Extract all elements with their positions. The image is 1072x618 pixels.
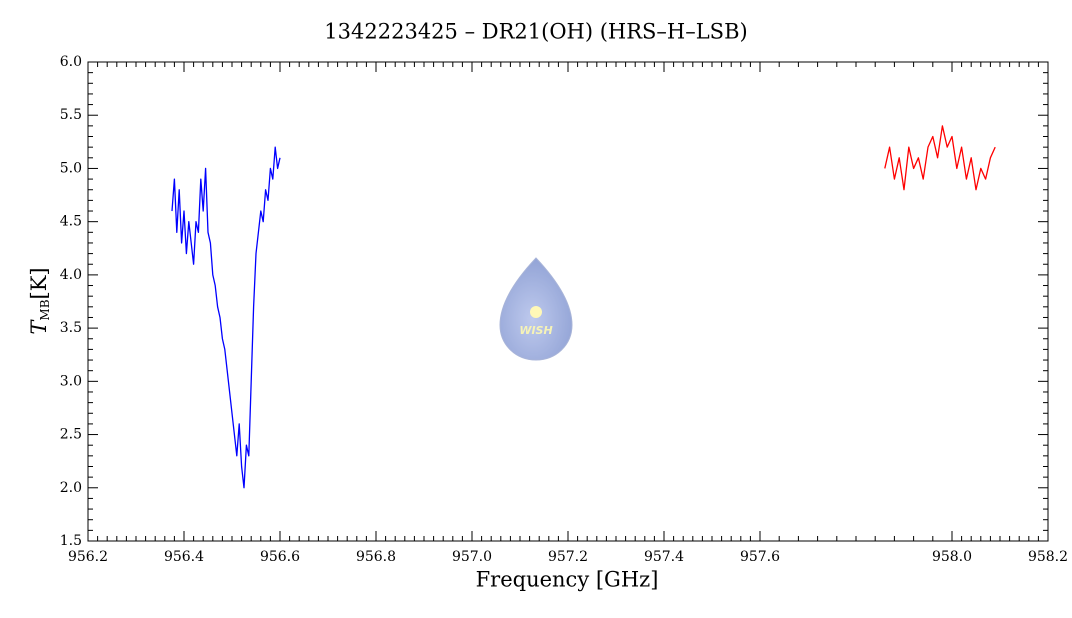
- x-tick-label: 956.2: [68, 549, 108, 565]
- x-tick-label: 958.0: [932, 549, 972, 565]
- y-label-unit: [K]: [27, 267, 51, 299]
- x-tick-label: 956.4: [164, 549, 204, 565]
- y-tick-label: 1.5: [60, 533, 82, 549]
- y-tick-label: 6.0: [60, 54, 82, 70]
- x-tick-label: 957.6: [740, 549, 780, 565]
- logo-star: [530, 306, 542, 318]
- y-tick-label: 2.5: [60, 427, 82, 443]
- x-tick-label: 957.0: [452, 549, 492, 565]
- y-label-main: T: [27, 319, 51, 335]
- y-tick-label: 4.0: [60, 267, 82, 283]
- logo: WISH: [499, 257, 573, 361]
- y-tick-label: 4.5: [60, 214, 82, 230]
- x-tick-label: 957.4: [644, 549, 684, 565]
- y-tick-label: 5.5: [60, 107, 82, 123]
- y-axis-label: TMB[K]: [27, 267, 52, 334]
- spectrum-line: [171, 146, 281, 489]
- x-tick-label: 956.8: [356, 549, 396, 565]
- y-label-sub: MB: [38, 299, 52, 320]
- y-tick-label: 2.0: [60, 480, 82, 496]
- y-tick-label: 3.5: [60, 320, 82, 336]
- chart-title: 1342223425 – DR21(OH) (HRS–H–LSB): [324, 20, 747, 44]
- x-tick-label: 956.6: [260, 549, 300, 565]
- y-tick-label: 5.0: [60, 160, 82, 176]
- logo-text: WISH: [519, 324, 552, 337]
- y-tick-label: 3.0: [60, 373, 82, 389]
- x-axis-label: Frequency [GHz]: [476, 568, 659, 592]
- x-tick-label: 958.2: [1028, 549, 1068, 565]
- plot-frame: [87, 61, 1049, 542]
- x-tick-label: 957.2: [548, 549, 588, 565]
- spectrum-line: [884, 125, 996, 191]
